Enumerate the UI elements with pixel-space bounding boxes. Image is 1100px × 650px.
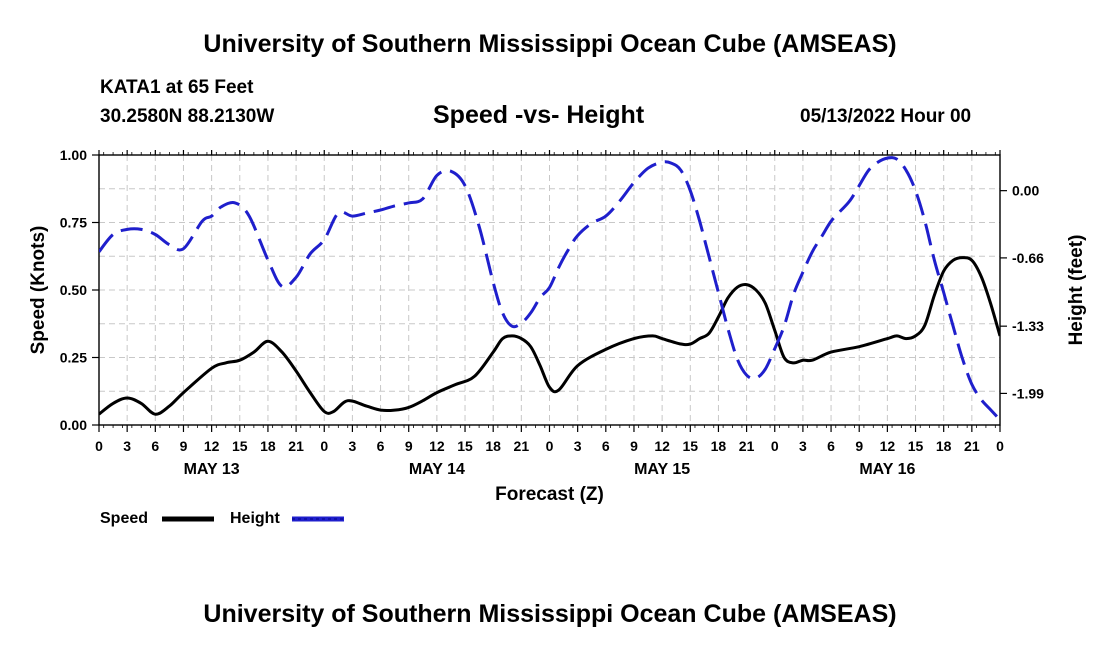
legend-height-label: Height [230,510,280,527]
x-tick-label: 3 [349,438,357,454]
x-tick-label: 21 [514,438,530,454]
x-tick-label: 0 [996,438,1004,454]
x-tick-label: 12 [880,438,896,454]
x-tick-label: 18 [936,438,952,454]
x-tick-label: 18 [711,438,727,454]
day-label: MAY 13 [184,461,240,478]
x-tick-label: 15 [682,438,698,454]
x-tick-label: 3 [574,438,582,454]
x-tick-label: 12 [204,438,220,454]
day-label: MAY 14 [409,461,465,478]
y-axis-title: Speed (Knots) [28,226,49,355]
series-lines [99,156,1000,421]
x-tick-label: 9 [855,438,863,454]
x-tick-label: 9 [630,438,638,454]
x-tick-label: 0 [771,438,779,454]
x-tick-label: 3 [123,438,131,454]
x-tick-label: 15 [232,438,248,454]
x-tick-label: 21 [964,438,980,454]
speed-height-chart: 0 3 6 9 12 15 18 21 0 3 6 9 12 15 18 21 0 3 6 9 12 15 18 21 0 3 6 9… [28,147,1087,505]
chart-subtitle: Speed -vs- Height [433,101,645,129]
y2-axis-title: Height (feet) [1066,235,1087,346]
station-label: KATA1 at 65 Feet [100,77,254,98]
chart-main-title: University of Southern Mississippi Ocean… [203,30,897,58]
station-coordinates: 30.2580N 88.2130W [100,106,275,127]
x-tick-label: 9 [405,438,413,454]
x-tick-label: 6 [827,438,835,454]
x-tick-label: 15 [457,438,473,454]
x-tick-label: 15 [908,438,924,454]
axis-labels: 0 3 6 9 12 15 18 21 0 3 6 9 12 15 18 21 0 3 6 9 12 15 18 21 0 3 6 9… [28,147,1087,505]
y-tick-label: 0.75 [60,215,87,231]
y2-tick-label: -0.66 [1012,250,1044,266]
x-tick-label: 18 [260,438,276,454]
y2-tick-label: -1.33 [1012,318,1044,334]
day-label: MAY 15 [634,461,690,478]
y-tick-label: 0.25 [60,350,87,366]
series-line-speed [99,256,1000,416]
legend-speed-label: Speed [100,510,149,527]
y-tick-label: 0.00 [60,417,87,433]
x-tick-label: 12 [429,438,445,454]
x-axis-title: Forecast (Z) [495,484,604,505]
y2-tick-label: -1.99 [1012,385,1044,401]
axis-ticks [92,150,1007,432]
legend-speed-swatch [162,516,214,522]
series-line-height [99,156,1000,421]
footer-title: University of Southern Mississippi Ocean… [203,600,897,628]
legend-height-swatch [292,516,344,522]
x-tick-label: 18 [485,438,501,454]
x-tick-label: 21 [288,438,304,454]
day-label: MAY 16 [859,461,915,478]
x-tick-label: 0 [95,438,103,454]
x-tick-label: 21 [739,438,755,454]
x-tick-label: 3 [799,438,807,454]
x-tick-label: 9 [180,438,188,454]
y2-tick-label: 0.00 [1012,183,1039,199]
x-tick-label: 0 [320,438,328,454]
x-tick-label: 0 [546,438,554,454]
forecast-datetime: 05/13/2022 Hour 00 [800,106,972,127]
y-tick-label: 1.00 [60,147,87,163]
x-tick-label: 6 [602,438,610,454]
y-tick-label: 0.50 [60,282,87,298]
x-tick-label: 6 [377,438,385,454]
x-tick-label: 6 [151,438,159,454]
x-tick-label: 12 [654,438,670,454]
